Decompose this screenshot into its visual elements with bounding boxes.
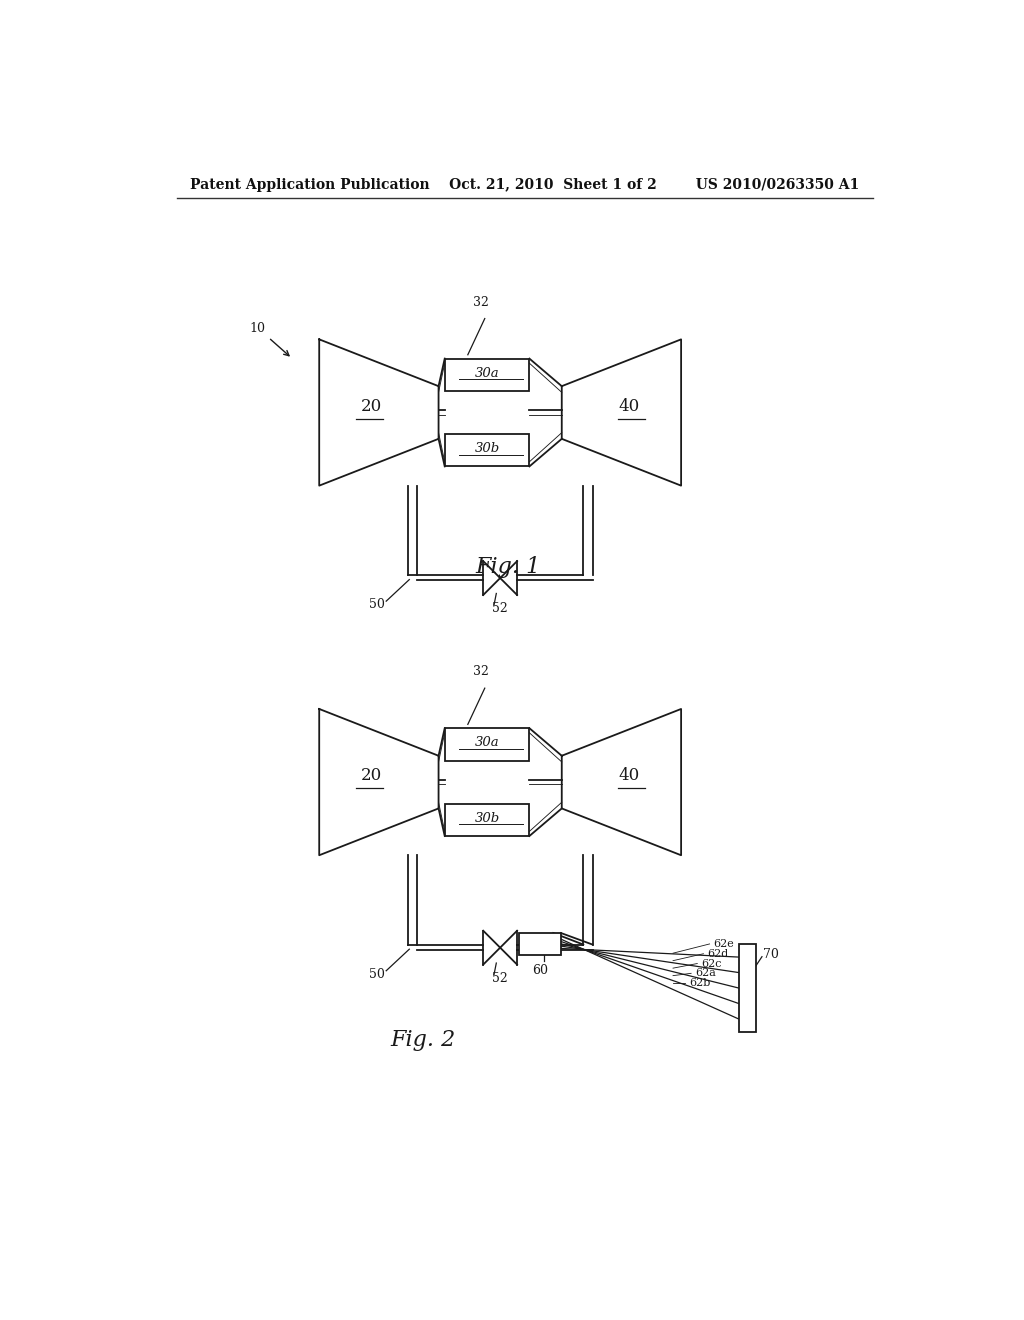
Text: 52: 52 [493,972,508,985]
Bar [739,944,756,1032]
Text: 62d: 62d [708,949,728,958]
Text: 52: 52 [493,602,508,615]
Text: 40: 40 [618,767,640,784]
Text: 30b: 30b [474,812,500,825]
Bar [518,933,561,954]
Text: 30a: 30a [475,367,500,380]
Text: 32: 32 [473,296,488,309]
Text: 20: 20 [360,397,382,414]
Text: Fig. 2: Fig. 2 [390,1030,456,1051]
Bar [444,359,529,391]
Text: 32: 32 [473,665,488,678]
Bar [444,434,529,466]
Text: 10: 10 [250,322,289,355]
Text: 40: 40 [618,397,640,414]
Text: 50: 50 [369,598,385,611]
Text: Patent Application Publication    Oct. 21, 2010  Sheet 1 of 2        US 2010/026: Patent Application Publication Oct. 21, … [190,178,859,193]
Text: 30a: 30a [475,737,500,750]
Text: 30b: 30b [474,442,500,455]
Text: 62c: 62c [701,958,722,969]
Text: 50: 50 [369,968,385,981]
Text: 62b: 62b [689,978,711,989]
Bar [444,804,529,836]
Text: 62e: 62e [714,939,734,949]
Text: 70: 70 [764,948,779,961]
Text: 62a: 62a [695,969,716,978]
Text: 60: 60 [531,964,548,977]
Text: 20: 20 [360,767,382,784]
Text: Fig. 1: Fig. 1 [475,556,541,578]
Bar [444,729,529,760]
